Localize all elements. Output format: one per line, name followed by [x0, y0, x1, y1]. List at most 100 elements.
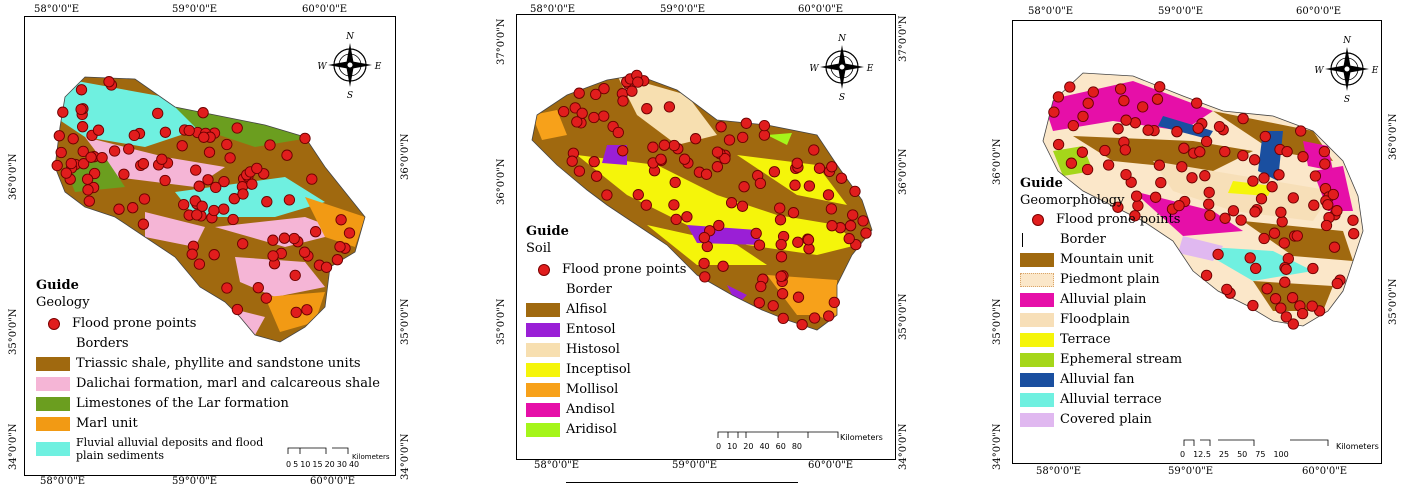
flood-point [641, 103, 653, 115]
flood-point [1178, 142, 1190, 154]
legend-label: Limestones of the Lar formation [76, 396, 289, 411]
flood-point [1087, 86, 1099, 98]
flood-point [860, 227, 872, 239]
soil-map: N E S W [531, 34, 874, 331]
flood-point [1154, 81, 1166, 93]
flood-point [698, 257, 710, 270]
flood-point [1318, 145, 1331, 158]
flood-point [309, 226, 322, 238]
flood-point [750, 227, 762, 240]
flood-point [65, 157, 77, 170]
flood-point [754, 177, 767, 190]
flood-point [1082, 97, 1094, 109]
legend-title: Guide [36, 278, 79, 293]
scale-tick-label: 50 [1237, 450, 1248, 459]
flood-point [197, 107, 209, 119]
flood-point [1191, 97, 1203, 109]
flood-point [1119, 144, 1131, 156]
flood-point [632, 76, 644, 88]
legend-class-row: Alluvial terrace [1020, 390, 1240, 410]
flood-point [159, 174, 171, 187]
legend-label: Flood prone points [1056, 212, 1181, 227]
bottom-coord: 60°0'0"E [310, 476, 356, 487]
flood-point [1248, 154, 1261, 166]
compass-rose-icon: N E S W [317, 32, 381, 101]
flood-point [1287, 318, 1299, 330]
flood-point [96, 151, 108, 164]
legend-label: Fluvial alluvial deposits and flood plai… [76, 436, 264, 462]
scale-tick-label: 25 [1218, 450, 1230, 459]
bottom-coord: 59°0'0"E [672, 460, 718, 471]
scale-tick-label: 30 [336, 460, 347, 469]
legend-label: Borders [76, 336, 129, 351]
flood-points [51, 76, 356, 319]
left-coord: 35°0'0"N [496, 298, 507, 345]
top-coord: 59°0'0"E [1158, 6, 1204, 17]
flood-point [221, 282, 233, 294]
flood-point [843, 232, 855, 245]
legend-subtitle: Geology [36, 295, 90, 310]
bottom-coord: 58°0'0"E [1036, 466, 1082, 477]
flood-point [1219, 212, 1231, 224]
legend-subtitle: Geomorphology [1020, 193, 1125, 208]
bottom-coord: 60°0'0"E [808, 460, 854, 471]
flood-point [1120, 114, 1132, 126]
legend-title: Guide [1020, 176, 1063, 191]
legend-label: Flood prone points [72, 316, 197, 331]
scale-unit: Kilometers [1336, 442, 1379, 451]
scale-tick-label: 0 [716, 442, 722, 451]
flood-point [787, 207, 800, 219]
flood-point [719, 152, 731, 165]
bottom-coord: 60°0'0"E [1302, 466, 1348, 477]
scale-bar-graphic [1183, 439, 1329, 446]
flood-point [1258, 232, 1270, 245]
top-coord: 58°0'0"E [34, 4, 80, 15]
legend-class-row: Entosol [526, 320, 746, 340]
legend-swatch [526, 323, 560, 337]
flood-point [678, 153, 691, 165]
flood-point [1142, 124, 1154, 136]
compass-rose-icon: N E S W [1314, 36, 1378, 105]
bottom-coord: 58°0'0"E [534, 460, 580, 471]
flood-point [1247, 175, 1259, 187]
scale-bar-graphic [287, 447, 349, 454]
flood-point [847, 209, 859, 221]
flood-point [193, 180, 205, 192]
legend-swatch [1020, 393, 1054, 407]
flood-point [1268, 227, 1281, 239]
flood-point [224, 152, 236, 164]
flood-point [647, 141, 659, 153]
flood-point [802, 234, 815, 246]
flood-point [176, 140, 188, 152]
flood-point [713, 219, 725, 232]
scale-bar: 0 5 10 15 20 30 40 [286, 446, 376, 469]
flood-point [1153, 159, 1166, 171]
geology-map-panel: 58°0'0"E 59°0'0"E 60°0'0"E 58°0'0"E 59°0… [0, 0, 420, 490]
svg-text:E: E [1371, 66, 1379, 76]
legend-swatch [1020, 293, 1054, 307]
legend-swatch [36, 417, 70, 431]
flood-point [632, 189, 644, 201]
flood-point [1112, 123, 1124, 135]
legend-label: Alluvial terrace [1060, 392, 1162, 407]
flood-point [264, 139, 276, 151]
flood-point [1287, 192, 1299, 204]
legend-class-row: Andisol [526, 400, 746, 420]
right-coord: 36°0'0"N [898, 148, 909, 195]
top-coord: 59°0'0"E [172, 4, 218, 15]
scale-tick-label: 40 [348, 460, 360, 469]
legend-swatch [36, 442, 70, 456]
flood-point [260, 292, 272, 304]
flood-point [717, 260, 729, 272]
flood-point [252, 282, 264, 294]
flood-point [740, 117, 752, 129]
legend-label: Aridisol [566, 422, 617, 437]
flood-point [1064, 81, 1076, 93]
flood-point [601, 189, 613, 201]
flood-point [1297, 151, 1309, 163]
legend-class-row: Piedmont plain [1020, 270, 1240, 290]
right-coord: 34°0'0"N [898, 423, 909, 470]
flood-point [289, 269, 301, 282]
legend-swatch [526, 303, 560, 317]
flood-point [588, 156, 600, 168]
